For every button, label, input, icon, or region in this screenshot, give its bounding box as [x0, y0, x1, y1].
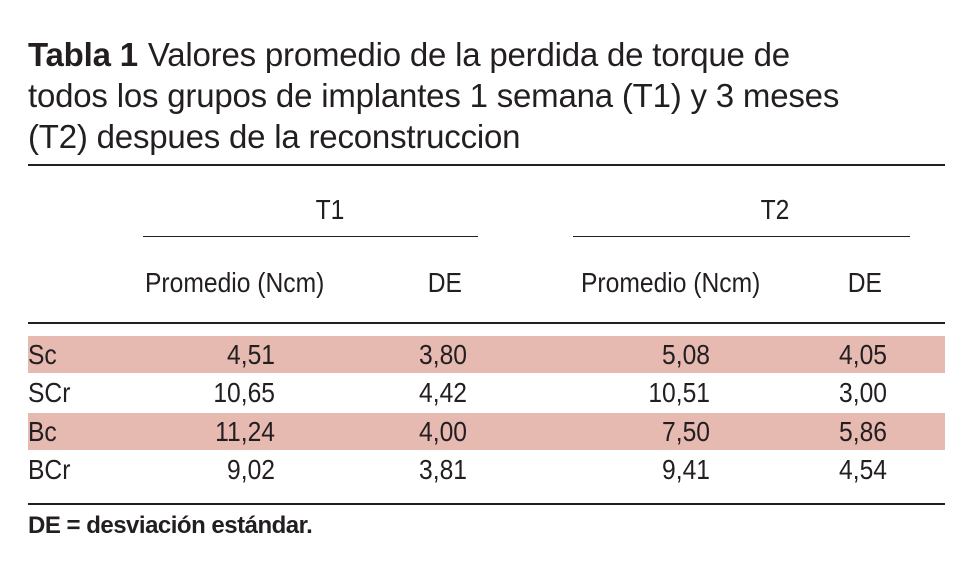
t2-de-value: 4,54: [839, 454, 887, 485]
table-number: Tabla 1: [28, 36, 138, 73]
col-header-t2-de: DE: [847, 267, 882, 298]
t2-mean-value: 5,08: [662, 339, 710, 370]
caption-line-3: (T2) despues de la reconstruccion: [28, 118, 521, 155]
t1-de-value: 3,80: [419, 339, 467, 370]
col-header-t2-mean: Promedio (Ncm): [581, 267, 761, 298]
t2-mean-value: 10,51: [648, 377, 710, 408]
footnote: DE = desviación estándar.: [28, 512, 313, 539]
t2-de-value: 4,05: [839, 339, 887, 370]
t1-mean-value: 4,51: [227, 339, 275, 370]
t2-de-value: 3,00: [839, 377, 887, 408]
group-header-t1: T1: [315, 194, 345, 225]
row-highlight-bc: [28, 413, 945, 450]
row-label: SCr: [28, 377, 71, 408]
row-label: Bc: [28, 416, 57, 447]
t2-mean-value: 9,41: [662, 454, 710, 485]
t2-mean-value: 7,50: [662, 416, 710, 447]
caption-line-1: Valores promedio de la perdida de torque…: [147, 36, 790, 73]
header-rule: [28, 322, 945, 324]
caption-line-2: todos los grupos de implantes 1 semana (…: [28, 77, 840, 114]
t2-group-rule: [573, 236, 910, 237]
row-highlight-sc: [28, 336, 945, 373]
col-header-t1-de: DE: [427, 267, 462, 298]
t1-de-value: 4,42: [419, 377, 467, 408]
row-label: Sc: [28, 339, 57, 370]
t1-de-value: 3,81: [419, 454, 467, 485]
col-header-t1-mean: Promedio (Ncm): [145, 267, 325, 298]
table-caption: Tabla 1 Valores promedio de la perdida de…: [28, 34, 948, 157]
top-rule: [28, 164, 945, 166]
t1-de-value: 4,00: [419, 416, 467, 447]
t2-de-value: 5,86: [839, 416, 887, 447]
t1-mean-value: 11,24: [215, 416, 275, 447]
t1-group-rule: [143, 236, 478, 237]
t1-mean-value: 9,02: [227, 454, 275, 485]
group-header-t2: T2: [760, 194, 790, 225]
row-label: BCr: [28, 454, 71, 485]
bottom-rule: [28, 503, 945, 505]
t1-mean-value: 10,65: [213, 377, 275, 408]
